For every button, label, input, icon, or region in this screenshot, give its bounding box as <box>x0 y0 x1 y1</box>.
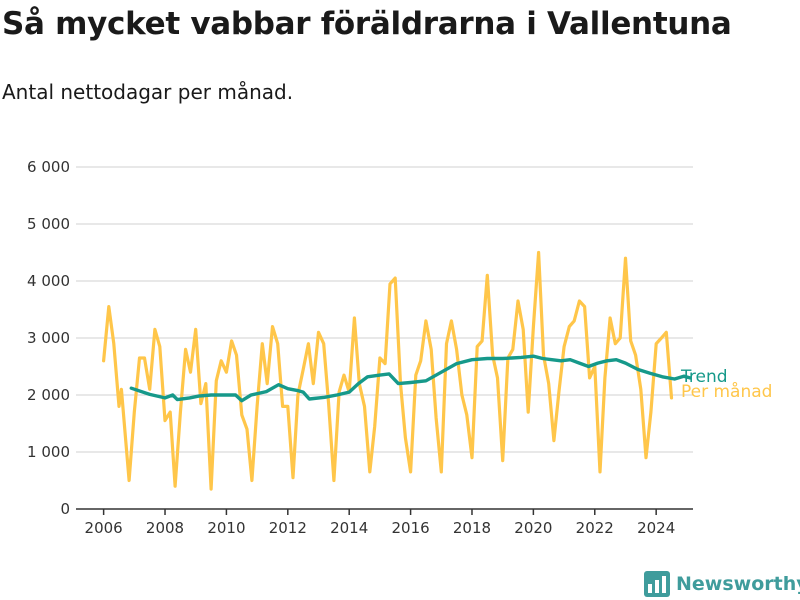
y-tick-label: 3 000 <box>27 329 70 347</box>
chart-title: Så mycket vabbar föräldrarna i Vallentun… <box>2 6 732 42</box>
brand-logo: Newsworthy <box>644 568 800 600</box>
y-tick-label: 5 000 <box>27 215 70 233</box>
x-tick-label: 2016 <box>391 519 429 537</box>
x-tick-label: 2018 <box>453 519 491 537</box>
y-tick-label: 6 000 <box>27 158 70 176</box>
x-tick-label: 2010 <box>207 519 245 537</box>
y-tick-label: 1 000 <box>27 443 70 461</box>
chart-subtitle: Antal nettodagar per månad. <box>2 80 294 104</box>
series-line-trend <box>129 354 692 403</box>
x-axis: 2006 2008 2010 2012 2014 2016 2018 2020 2022 2024 <box>76 508 693 537</box>
series-label-per-m-nad: Per månad <box>681 381 772 402</box>
x-tick-label: 2024 <box>637 519 675 537</box>
y-tick-label: 0 <box>60 500 70 518</box>
brand-name: Newsworthy <box>676 573 800 595</box>
y-tick-label: 2 000 <box>27 386 70 404</box>
x-tick-label: 2006 <box>85 519 123 537</box>
x-tick-label: 2012 <box>269 519 307 537</box>
x-tick-label: 2008 <box>146 519 184 537</box>
series-label-trend: Trend <box>680 367 728 387</box>
gridlines <box>76 166 693 453</box>
y-tick-label: 4 000 <box>27 272 70 290</box>
newsworthy-logo-icon <box>644 571 670 597</box>
series-layer <box>102 250 692 491</box>
x-tick-label: 2022 <box>576 519 614 537</box>
x-tick-label: 2014 <box>330 519 368 537</box>
y-axis-ticks: 0 1 000 2 000 3 000 4 000 5 000 6 000 <box>27 158 70 518</box>
series-line-per-m-nad <box>102 250 674 491</box>
x-tick-label: 2020 <box>514 519 552 537</box>
